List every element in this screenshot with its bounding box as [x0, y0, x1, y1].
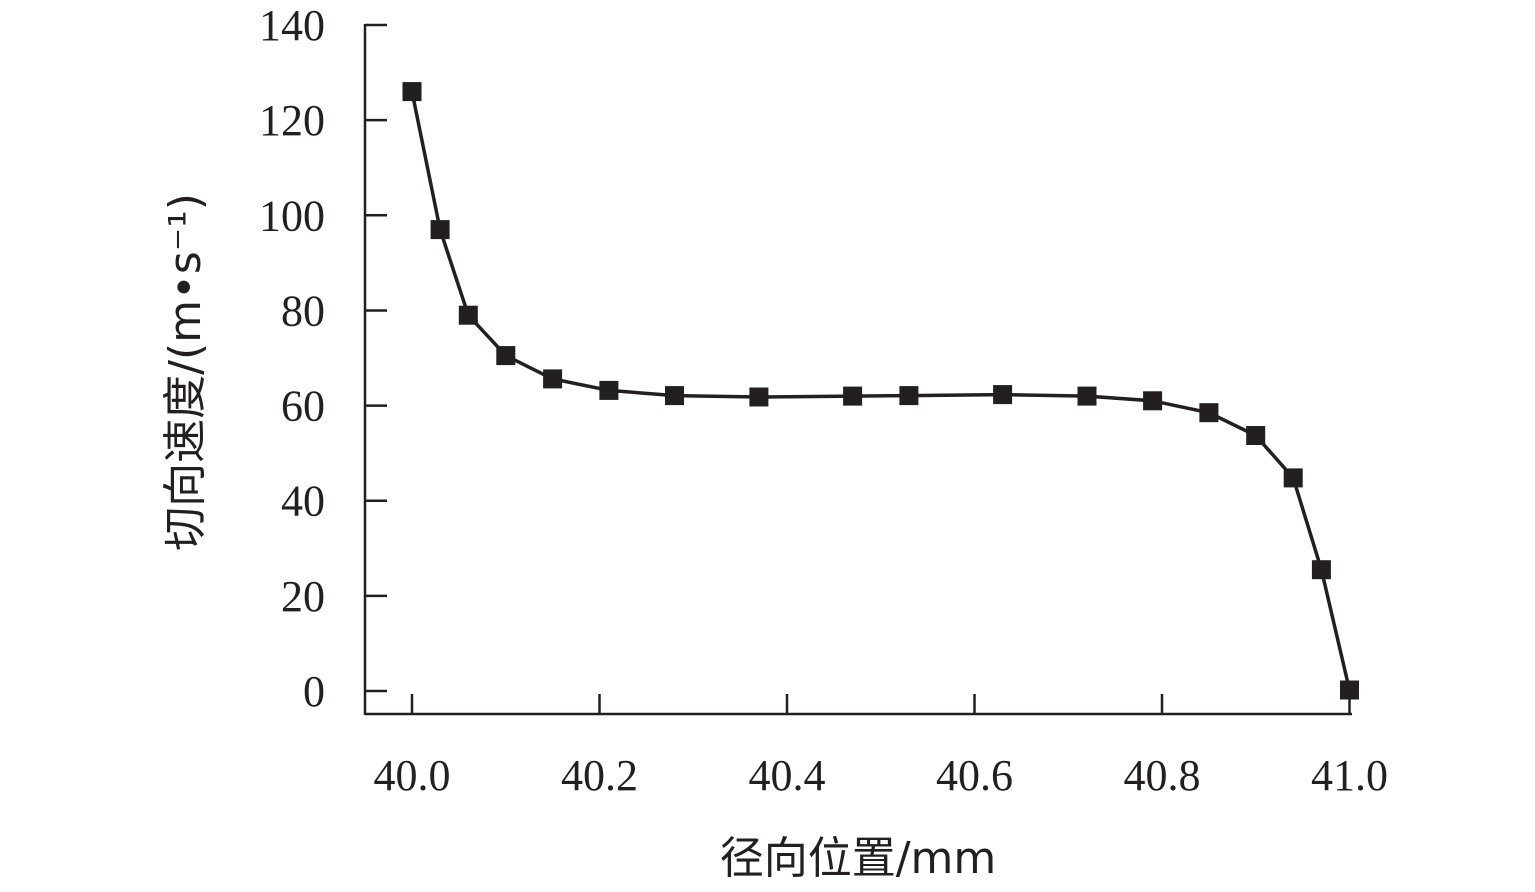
- data-point: [1283, 468, 1303, 488]
- plot-area: [402, 82, 1359, 700]
- x-tick-label: 41.0: [1311, 751, 1388, 800]
- y-tick-label: 0: [303, 667, 325, 716]
- x-tick-label: 40.8: [1124, 751, 1201, 800]
- data-point: [458, 305, 478, 325]
- data-point: [543, 369, 563, 389]
- y-tick-label: 40: [281, 477, 325, 526]
- data-point: [1340, 680, 1359, 700]
- series-line: [410, 91, 1352, 691]
- data-point: [402, 82, 422, 102]
- data-point: [1077, 386, 1097, 406]
- data-point: [599, 380, 619, 400]
- data-point: [1143, 391, 1163, 411]
- y-axis: 0 20 40 60 80 100 120 140: [259, 1, 387, 716]
- data-point: [1246, 426, 1266, 445]
- data-point: [430, 220, 450, 240]
- y-axis-title: 切向速度/(m•s⁻¹): [160, 193, 211, 551]
- x-tick-label: 40.4: [749, 751, 826, 800]
- x-axis-title: 径向位置/mm: [720, 833, 997, 884]
- x-axis: 40.0 40.2 40.4 40.6 40.8 41.0: [365, 694, 1388, 800]
- x-tick-label: 40.2: [561, 751, 638, 800]
- x-tick-label: 40.0: [374, 751, 451, 800]
- data-point: [665, 386, 684, 406]
- y-tick-label: 80: [281, 286, 325, 335]
- data-point: [843, 386, 863, 406]
- y-tick-label: 20: [281, 572, 325, 621]
- data-point: [993, 385, 1013, 405]
- data-point: [1311, 560, 1331, 580]
- x-tick-label: 40.6: [936, 751, 1013, 800]
- y-tick-label: 120: [259, 96, 325, 145]
- y-tick-label: 140: [259, 1, 325, 50]
- y-tick-label: 100: [259, 191, 325, 240]
- y-tick-label: 60: [281, 382, 325, 431]
- data-point: [1199, 403, 1219, 423]
- data-point: [749, 387, 769, 407]
- data-point: [899, 386, 919, 406]
- data-point: [496, 346, 516, 366]
